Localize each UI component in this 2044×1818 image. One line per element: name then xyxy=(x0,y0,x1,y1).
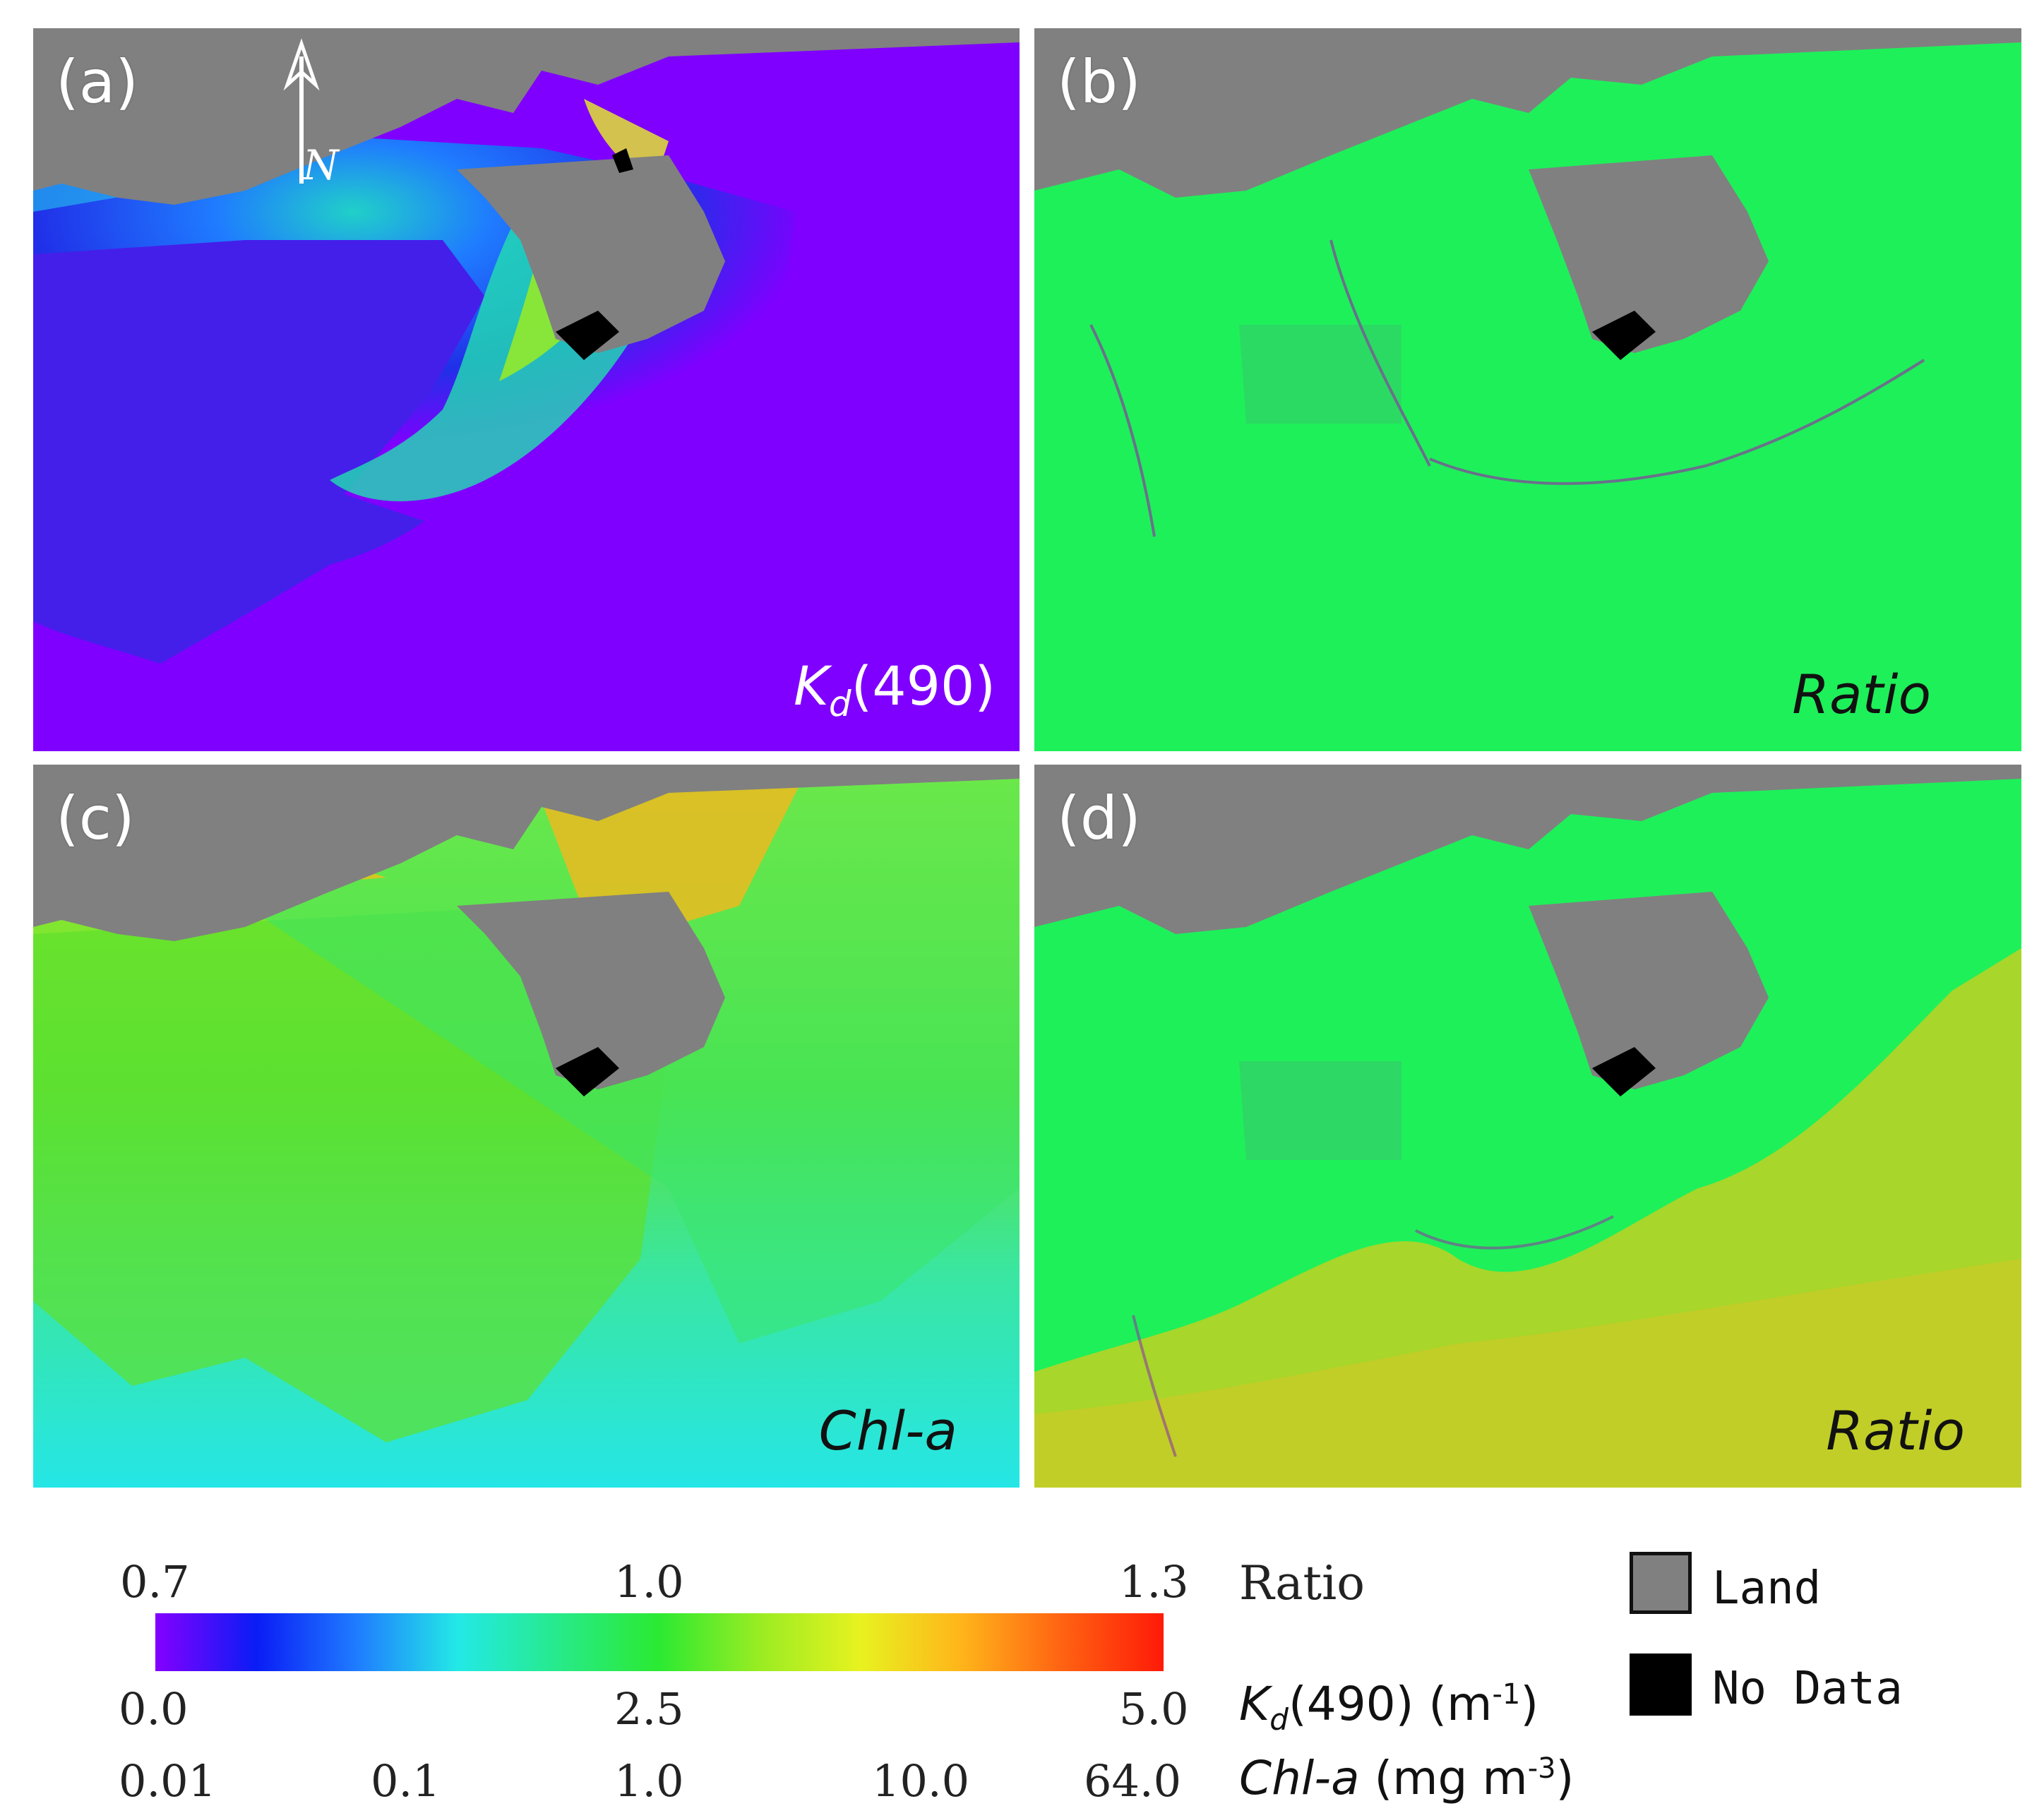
ratio-tick: 0.7 xyxy=(120,1556,190,1608)
panel-a-kd490-map: (a) N Kd(490) xyxy=(33,28,1020,751)
chla-label-rest: (mg m xyxy=(1359,1751,1528,1805)
kd490-label-close: ) xyxy=(1520,1677,1539,1731)
kd490-label-exp: -1 xyxy=(1492,1678,1521,1711)
panel-b-ratio-map: (b) Ratio xyxy=(1034,28,2021,751)
chla-label-main: Chl-a xyxy=(1239,1751,1360,1805)
ratio-map-b-graphic xyxy=(1034,28,2021,751)
kd490-axis-label: Kd(490) (m-1) xyxy=(1239,1680,1538,1736)
kd490-tick: 5.0 xyxy=(1119,1683,1189,1735)
ratio-map-d-graphic xyxy=(1034,765,2021,1488)
chla-tick: 0.1 xyxy=(371,1755,441,1807)
panel-a-product-label: Kd(490) xyxy=(794,659,996,722)
kd490-tick: 2.5 xyxy=(614,1683,684,1735)
colorbar-gradient xyxy=(155,1613,1164,1671)
kd490-label-main: K xyxy=(1239,1677,1270,1731)
chla-map-graphic xyxy=(33,765,1020,1488)
chla-label-close: ) xyxy=(1555,1751,1574,1805)
kd490-label-sub: d xyxy=(1269,1702,1289,1738)
panel-c-label: (c) xyxy=(56,784,135,853)
land-legend-swatch xyxy=(1630,1552,1692,1614)
ratio-tick: 1.0 xyxy=(614,1556,684,1608)
panel-c-chla-map: (c) Chl-a xyxy=(33,765,1020,1488)
kd490-tick: 0.0 xyxy=(119,1683,189,1735)
chla-tick: 1.0 xyxy=(614,1755,684,1807)
nodata-legend-label: No Data xyxy=(1712,1663,1903,1715)
panel-b-label: (b) xyxy=(1057,47,1141,116)
colorbar: 0.7 1.0 1.3 Ratio 0.0 2.5 5.0 Kd(490) (m… xyxy=(0,1504,2044,1818)
ratio-axis-label: Ratio xyxy=(1239,1556,1365,1610)
chla-tick: 64.0 xyxy=(1084,1755,1182,1807)
kd-sub: d xyxy=(828,683,851,724)
kd490-map-graphic xyxy=(33,28,1020,751)
panel-b-product-label: Ratio xyxy=(1792,663,1931,726)
chla-tick: 0.01 xyxy=(119,1755,217,1807)
north-label: N xyxy=(303,141,339,189)
chla-label-exp: -3 xyxy=(1527,1752,1556,1785)
kd490-label-rest: (490) (m xyxy=(1288,1677,1493,1731)
panel-c-product-label: Chl-a xyxy=(818,1399,957,1462)
north-arrow-icon xyxy=(283,38,320,184)
land-legend-label: Land xyxy=(1712,1562,1822,1615)
north-arrow: N xyxy=(259,35,344,198)
kd-main: K xyxy=(794,654,829,717)
panel-d-ratio-map: (d) Ratio xyxy=(1034,765,2021,1488)
kd-rest: (490) xyxy=(851,654,996,717)
panel-a-label: (a) xyxy=(56,47,139,116)
chla-axis-label: Chl-a (mg m-3) xyxy=(1239,1754,1574,1802)
nodata-legend-swatch xyxy=(1630,1653,1692,1716)
ratio-tick: 1.3 xyxy=(1119,1556,1189,1608)
panel-d-product-label: Ratio xyxy=(1826,1399,1965,1462)
panel-d-label: (d) xyxy=(1057,784,1141,853)
chla-tick: 10.0 xyxy=(872,1755,970,1807)
